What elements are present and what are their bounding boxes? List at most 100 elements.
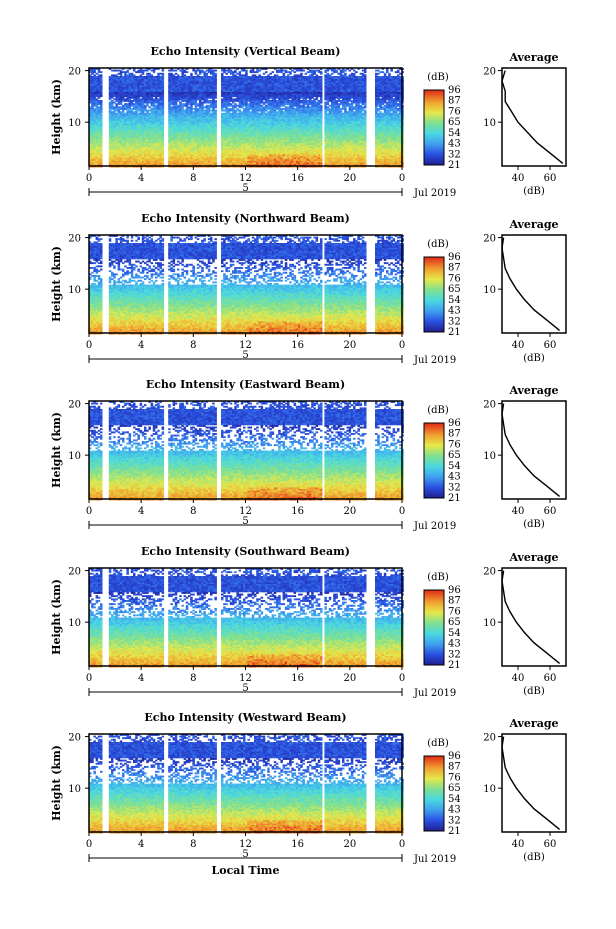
- heatmap-cell: [177, 116, 180, 118]
- heatmap-cell: [128, 120, 132, 123]
- heatmap-cell: [146, 116, 149, 118]
- heatmap-cell: [172, 87, 176, 90]
- heatmap-cell: [126, 160, 129, 163]
- heatmap-cell: [174, 101, 178, 104]
- heatmap-cell: [150, 85, 154, 88]
- heatmap-cell: [157, 85, 160, 88]
- heatmap-cell: [126, 148, 129, 150]
- heatmap-cell: [155, 98, 158, 101]
- heatmap-cell: [117, 141, 121, 144]
- heatmap-cell: [108, 119, 112, 122]
- heatmap-cell: [159, 117, 162, 120]
- heatmap-cell: [159, 164, 162, 166]
- heatmap-cell: [111, 154, 114, 157]
- heatmap-cell: [170, 68, 173, 70]
- heatmap-cell: [100, 84, 103, 86]
- heatmap-cell: [95, 148, 99, 150]
- heatmap-cell: [232, 95, 235, 98]
- heatmap-cell: [150, 149, 154, 152]
- heatmap-cell: [89, 132, 92, 134]
- heatmap-cell: [146, 98, 149, 101]
- heatmap-cell: [159, 119, 162, 122]
- heatmap-cell: [157, 152, 160, 155]
- heatmap-cell: [113, 127, 116, 130]
- heatmap-cell: [115, 154, 118, 157]
- heatmap-cell: [124, 162, 127, 165]
- heatmap-cell: [95, 90, 99, 93]
- heatmap-cell: [148, 141, 151, 144]
- heatmap-cell: [124, 130, 127, 133]
- heatmap-cell: [89, 138, 92, 141]
- heatmap-cell: [119, 149, 123, 152]
- heatmap-cell: [174, 156, 178, 158]
- heatmap-cell: [128, 103, 132, 106]
- heatmap-cell: [183, 114, 187, 117]
- heatmap-cell: [93, 144, 96, 147]
- heatmap-cell: [144, 136, 147, 139]
- heatmap-cell: [240, 69, 244, 72]
- heatmap-cell: [97, 124, 101, 126]
- heatmap-cell: [141, 103, 145, 106]
- heatmap-cell: [124, 125, 127, 128]
- heatmap-cell: [150, 90, 154, 93]
- heatmap-cell: [161, 101, 165, 104]
- heatmap-cell: [119, 88, 123, 91]
- heatmap-cell: [203, 101, 206, 104]
- heatmap-cell: [108, 77, 112, 80]
- heatmap-cell: [144, 133, 147, 136]
- heatmap-cell: [155, 117, 158, 120]
- heatmap-cell: [122, 149, 125, 152]
- heatmap-cell: [113, 143, 116, 146]
- heatmap-cell: [174, 79, 178, 82]
- heatmap-cell: [150, 156, 154, 158]
- heatmap-cell: [141, 164, 145, 166]
- heatmap-cell: [97, 71, 101, 74]
- heatmap-cell: [159, 104, 162, 107]
- heatmap-cell: [179, 88, 182, 91]
- heatmap-cell: [113, 148, 116, 150]
- heatmap-cell: [124, 92, 127, 94]
- heatmap-cell: [126, 130, 129, 133]
- heatmap-cell: [119, 98, 123, 101]
- heatmap-cell: [177, 135, 180, 138]
- heatmap-cell: [139, 109, 143, 112]
- heatmap-cell: [97, 135, 101, 138]
- heatmap-cell: [95, 130, 99, 133]
- heatmap-cell: [152, 164, 156, 166]
- heatmap-cell: [111, 74, 114, 77]
- heatmap-cell: [135, 93, 138, 96]
- heatmap-cell: [89, 119, 92, 122]
- heatmap-cell: [91, 132, 94, 134]
- heatmap-cell: [119, 96, 123, 99]
- heatmap-cell: [161, 125, 165, 128]
- heatmap-cell: [91, 138, 94, 141]
- heatmap-cell: [111, 76, 114, 78]
- heatmap-cell: [168, 117, 171, 120]
- heatmap-cell: [95, 68, 99, 70]
- heatmap-cell: [159, 128, 162, 131]
- heatmap-cell: [179, 103, 182, 106]
- heatmap-cell: [133, 160, 136, 163]
- heatmap-cell: [181, 136, 184, 139]
- heatmap-cell: [146, 93, 149, 96]
- heatmap-cell: [276, 108, 279, 110]
- heatmap-cell: [172, 74, 176, 77]
- heatmap-cell: [152, 76, 156, 78]
- heatmap-cell: [240, 106, 244, 109]
- heatmap-cell: [89, 98, 92, 101]
- heatmap-cell: [97, 128, 101, 131]
- heatmap-cell: [236, 100, 239, 102]
- heatmap-cell: [152, 128, 156, 131]
- heatmap-cell: [170, 149, 173, 152]
- heatmap-cell: [133, 116, 136, 118]
- heatmap-cell: [135, 125, 138, 128]
- heatmap-cell: [152, 154, 156, 157]
- heatmap-cell: [93, 151, 96, 154]
- heatmap-cell: [139, 125, 143, 128]
- heatmap-cell: [111, 162, 114, 165]
- heatmap-cell: [119, 125, 123, 128]
- heatmap-cell: [89, 156, 92, 158]
- heatmap-cell: [117, 76, 121, 78]
- heatmap-cell: [117, 160, 121, 163]
- heatmap-cell: [141, 132, 145, 134]
